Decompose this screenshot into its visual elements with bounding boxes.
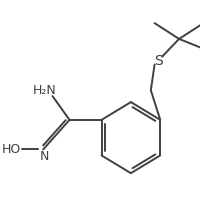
Text: S: S — [153, 54, 162, 68]
Text: H₂N: H₂N — [33, 84, 57, 97]
Text: HO: HO — [2, 143, 21, 156]
Text: N: N — [39, 150, 49, 163]
